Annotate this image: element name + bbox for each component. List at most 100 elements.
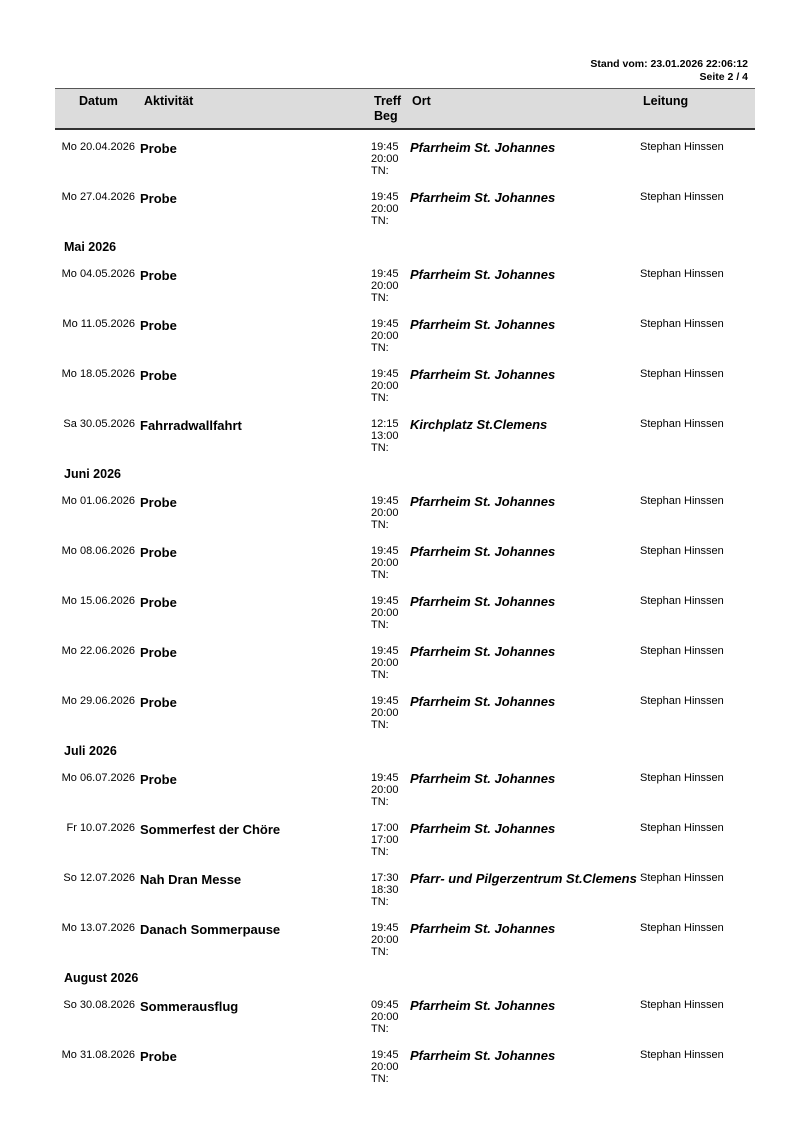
tn-label: TN: <box>371 719 389 731</box>
treff-time: 19:45 <box>371 1049 399 1061</box>
event-activity: Probe <box>140 772 177 787</box>
event-location: Pfarrheim St. Johannes <box>410 494 556 509</box>
col-beg: Beg <box>374 109 398 123</box>
event-times: 17:00 17:00 TN: <box>371 822 399 858</box>
treff-time: 19:45 <box>371 368 399 380</box>
event-leader: Stephan Hinssen <box>640 495 724 507</box>
beg-time: 20:00 <box>371 280 399 292</box>
tn-label: TN: <box>371 619 389 631</box>
event-date: Mo 15.06.2026 <box>61 595 135 607</box>
event-date: Mo 18.05.2026 <box>61 368 135 380</box>
event-location: Pfarrheim St. Johannes <box>410 140 556 155</box>
event-location: Pfarrheim St. Johannes <box>410 998 556 1013</box>
beg-time: 20:00 <box>371 507 399 519</box>
event-leader: Stephan Hinssen <box>640 595 724 607</box>
tn-label: TN: <box>371 292 389 304</box>
treff-time: 19:45 <box>371 772 399 784</box>
event-location: Pfarrheim St. Johannes <box>410 644 556 659</box>
event-row: Mo 29.06.2026 Probe 19:45 20:00 TN: Pfarrheim… <box>0 694 793 743</box>
treff-time: 19:45 <box>371 545 399 557</box>
event-date: So 30.08.2026 <box>63 999 135 1011</box>
tn-label: TN: <box>371 392 389 404</box>
tn-label: TN: <box>371 342 389 354</box>
col-leitung: Leitung <box>643 94 689 108</box>
month-header: August 2026 <box>64 971 139 985</box>
event-times: 19:45 20:00 TN: <box>371 1049 399 1085</box>
event-times: 19:45 20:00 TN: <box>371 191 399 227</box>
beg-time: 20:00 <box>371 607 399 619</box>
event-date: Mo 01.06.2026 <box>61 495 135 507</box>
event-times: 17:30 18:30 TN: <box>371 872 399 908</box>
event-leader: Stephan Hinssen <box>640 772 724 784</box>
col-treff: Treff <box>374 94 402 108</box>
event-activity: Probe <box>140 368 177 383</box>
tn-label: TN: <box>371 215 389 227</box>
treff-time: 12:15 <box>371 418 399 430</box>
beg-time: 20:00 <box>371 330 399 342</box>
tn-label: TN: <box>371 896 389 908</box>
treff-time: 19:45 <box>371 318 399 330</box>
treff-time: 19:45 <box>371 495 399 507</box>
event-activity: Probe <box>140 645 177 660</box>
event-date: Fr 10.07.2026 <box>66 822 136 834</box>
event-date: Mo 20.04.2026 <box>61 141 135 153</box>
event-location: Pfarrheim St. Johannes <box>410 821 556 836</box>
event-date: So 12.07.2026 <box>63 872 135 884</box>
event-row: Fr 10.07.2026 Sommerfest der Chöre 17:00 17… <box>0 821 793 870</box>
treff-time: 19:45 <box>371 191 399 203</box>
event-date: Mo 29.06.2026 <box>61 695 135 707</box>
event-activity: Probe <box>140 191 177 206</box>
beg-time: 20:00 <box>371 934 399 946</box>
event-times: 19:45 20:00 TN: <box>371 495 399 531</box>
event-activity: Probe <box>140 141 177 156</box>
event-leader: Stephan Hinssen <box>640 268 724 280</box>
event-date: Mo 13.07.2026 <box>61 922 135 934</box>
event-row: Mo 06.07.2026 Probe 19:45 20:00 TN: Pfarrheim… <box>0 771 793 820</box>
treff-time: 17:30 <box>371 872 399 884</box>
event-row: Mo 13.07.2026 Danach Sommerpause 19:45 20:0… <box>0 921 793 970</box>
event-row: Mo 08.06.2026 Probe 19:45 20:00 TN: Pfarrheim… <box>0 544 793 593</box>
report-info: Stand vom: 23.01.2026 22:06:12 Seite 2 /… <box>590 58 748 84</box>
treff-time: 19:45 <box>371 268 399 280</box>
tn-label: TN: <box>371 442 389 454</box>
event-location: Pfarrheim St. Johannes <box>410 771 556 786</box>
event-location: Pfarrheim St. Johannes <box>410 367 556 382</box>
event-row: Mo 20.04.2026 Probe 19:45 20:00 TN: Pfarrheim… <box>0 140 793 189</box>
tn-label: TN: <box>371 1073 389 1085</box>
event-location: Pfarrheim St. Johannes <box>410 317 556 332</box>
event-activity: Sommerfest der Chöre <box>140 822 281 837</box>
treff-time: 19:45 <box>371 922 399 934</box>
event-date: Mo 04.05.2026 <box>61 268 135 280</box>
event-times: 19:45 20:00 TN: <box>371 595 399 631</box>
col-datum: Datum <box>79 94 118 108</box>
event-leader: Stephan Hinssen <box>640 418 724 430</box>
event-activity: Nah Dran Messe <box>140 872 242 887</box>
beg-time: 20:00 <box>371 153 399 165</box>
event-activity: Probe <box>140 595 177 610</box>
beg-time: 20:00 <box>371 784 399 796</box>
beg-time: 20:00 <box>371 1011 399 1023</box>
col-aktivitaet: Aktivität <box>144 94 194 108</box>
event-times: 19:45 20:00 TN: <box>371 545 399 581</box>
event-leader: Stephan Hinssen <box>640 141 724 153</box>
treff-time: 17:00 <box>371 822 399 834</box>
event-leader: Stephan Hinssen <box>640 1049 724 1061</box>
event-times: 19:45 20:00 TN: <box>371 695 399 731</box>
event-date: Mo 22.06.2026 <box>61 645 135 657</box>
event-date: Mo 08.06.2026 <box>61 545 135 557</box>
event-row: Mo 04.05.2026 Probe 19:45 20:00 TN: Pfarrheim… <box>0 267 793 316</box>
event-activity: Probe <box>140 268 177 283</box>
event-times: 19:45 20:00 TN: <box>371 141 399 177</box>
event-location: Pfarrheim St. Johannes <box>410 921 556 936</box>
event-row: Mo 15.06.2026 Probe 19:45 20:00 TN: Pfarrheim… <box>0 594 793 643</box>
event-leader: Stephan Hinssen <box>640 822 724 834</box>
event-location: Pfarrheim St. Johannes <box>410 1048 556 1063</box>
event-leader: Stephan Hinssen <box>640 368 724 380</box>
beg-time: 13:00 <box>371 430 399 442</box>
event-location: Pfarrheim St. Johannes <box>410 694 556 709</box>
event-activity: Probe <box>140 695 177 710</box>
beg-time: 20:00 <box>371 1061 399 1073</box>
event-times: 12:15 13:00 TN: <box>371 418 399 454</box>
event-date: Mo 06.07.2026 <box>61 772 135 784</box>
